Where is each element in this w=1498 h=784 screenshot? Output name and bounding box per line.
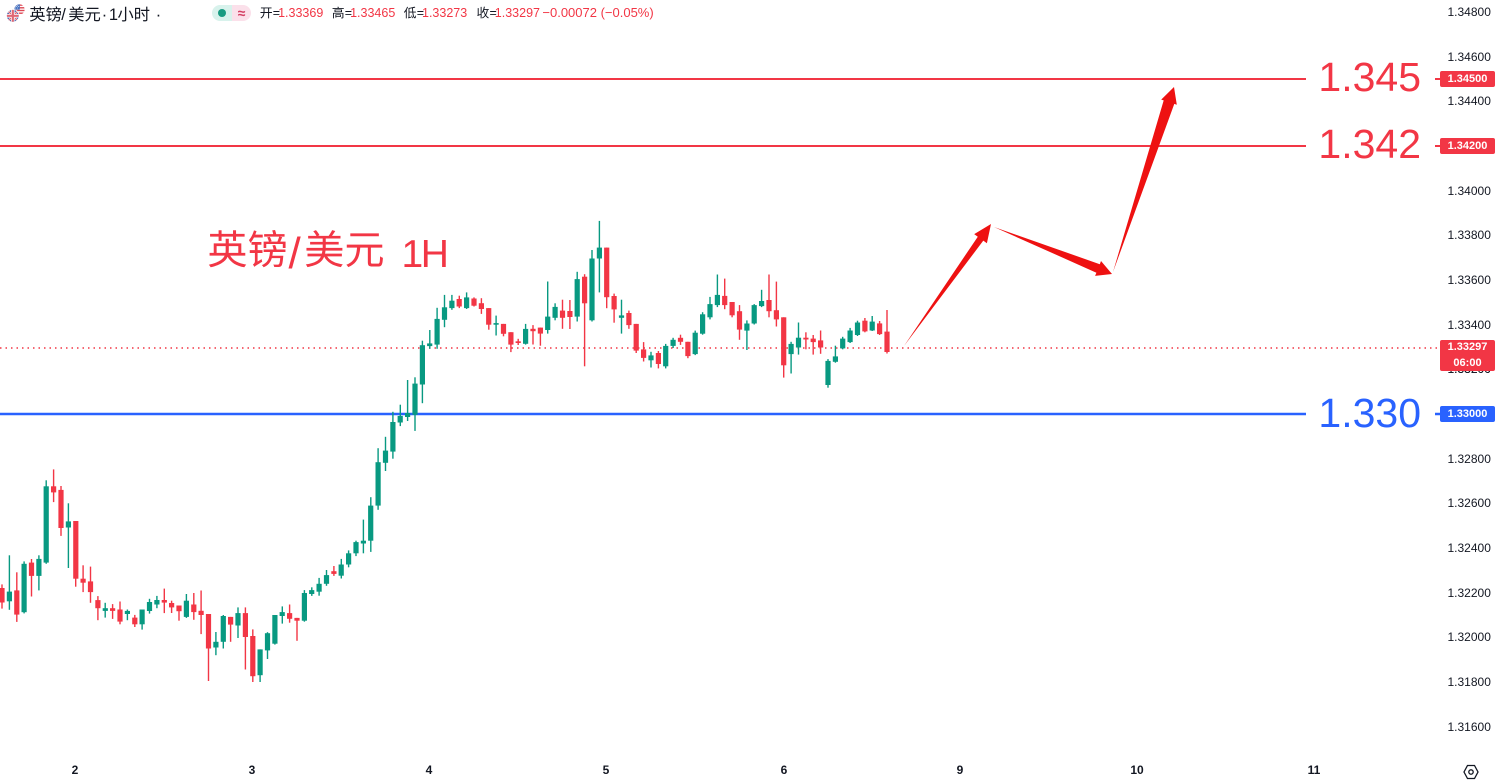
svg-text:=: = — [417, 6, 424, 20]
svg-text:·: · — [156, 5, 162, 24]
svg-text:1.33297: 1.33297 — [495, 6, 540, 20]
svg-text:=: = — [273, 6, 280, 20]
svg-text:·: · — [102, 5, 108, 24]
svg-text:1.33465: 1.33465 — [350, 6, 395, 20]
svg-text:−0.00072 (−0.05%): −0.00072 (−0.05%) — [542, 5, 653, 20]
svg-text:=: = — [490, 6, 497, 20]
svg-text:1.33369: 1.33369 — [278, 6, 323, 20]
svg-text:/: / — [61, 6, 66, 24]
svg-text:=: = — [345, 6, 352, 20]
svg-text:1.33273: 1.33273 — [422, 6, 467, 20]
svg-text:1: 1 — [109, 6, 118, 24]
